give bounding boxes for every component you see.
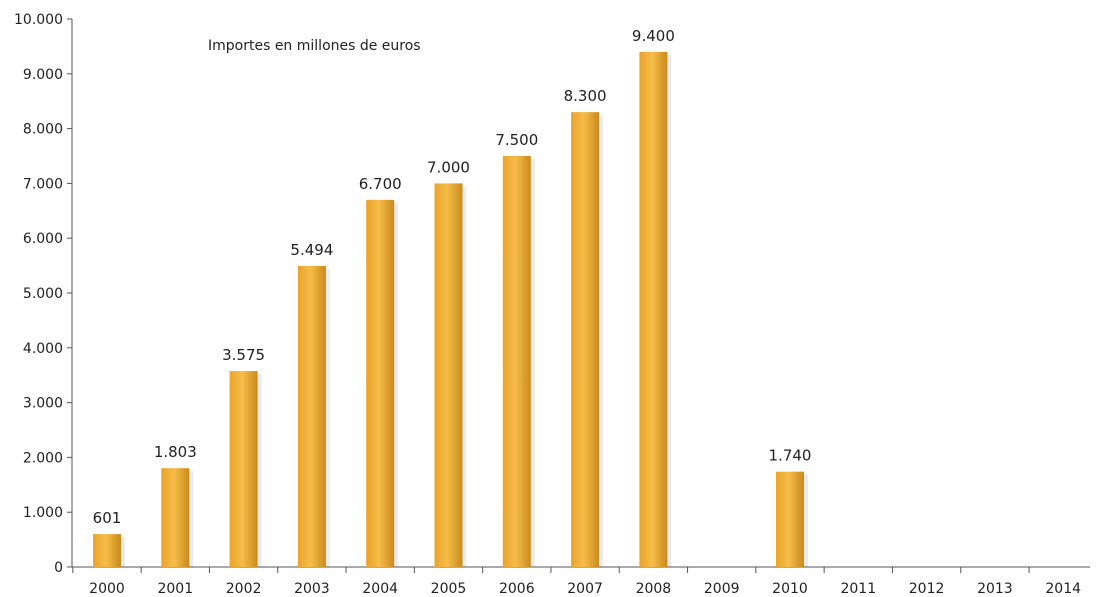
- bar: [776, 471, 804, 567]
- y-tick-label: 0: [54, 560, 63, 576]
- x-tick-label: 2007: [567, 581, 603, 597]
- y-tick-label: 10.000: [14, 12, 63, 28]
- bar-value-label: 5.494: [290, 241, 333, 259]
- bar-value-label: 9.400: [632, 27, 675, 45]
- x-tick-label: 2005: [431, 581, 467, 597]
- x-tick-label: 2001: [157, 581, 193, 597]
- data-labels: 601 1.803 3.575 5.494 6.700 7.000 7.500 8.300 9.…: [93, 27, 812, 527]
- bar-value-label: 7.000: [427, 158, 470, 176]
- x-tick-label: 2000: [89, 581, 125, 597]
- y-tick-label: 3.000: [23, 396, 63, 412]
- bar: [366, 199, 395, 567]
- bar: [297, 265, 326, 567]
- bar: [639, 51, 668, 567]
- y-tick-label: 4.000: [23, 341, 63, 357]
- bar: [434, 183, 463, 567]
- bar-value-label: 601: [93, 509, 122, 527]
- x-tick-label: 2008: [636, 581, 672, 597]
- y-tick-label: 5.000: [23, 286, 63, 302]
- x-tick-label: 2003: [294, 581, 330, 597]
- x-tick-label: 2004: [362, 581, 398, 597]
- y-tick-label: 8.000: [23, 122, 63, 138]
- x-tick-label: 2014: [1045, 581, 1081, 597]
- bar-value-label: 3.575: [222, 346, 265, 364]
- x-tick-label: 2002: [226, 581, 262, 597]
- bar-value-label: 6.700: [359, 175, 402, 193]
- x-tick-label: 2013: [977, 581, 1013, 597]
- bar: [502, 156, 531, 567]
- bar: [93, 534, 121, 567]
- chart-annotation: Importes en millones de euros: [208, 38, 421, 54]
- bar: [161, 468, 190, 567]
- x-tick-label: 2010: [772, 581, 808, 597]
- bar: [229, 371, 258, 567]
- x-tick-label: 2006: [499, 581, 535, 597]
- bar-value-label: 8.300: [564, 87, 607, 105]
- x-tick-label: 2012: [909, 581, 945, 597]
- x-tick-label: 2009: [704, 581, 740, 597]
- y-tick-label: 6.000: [23, 231, 63, 247]
- y-tick-label: 2.000: [23, 450, 63, 466]
- bar-value-label: 7.500: [495, 131, 538, 149]
- y-tick-label: 1.000: [23, 505, 63, 521]
- y-tick-label: 7.000: [23, 176, 63, 192]
- bar-value-label: 1.740: [769, 447, 812, 465]
- bars: [93, 51, 808, 567]
- axes: 0 1.000 2.000 3.000 4.000 5.000 6.000 7.000 8.00…: [14, 12, 1090, 597]
- x-tick-label: 2011: [840, 581, 876, 597]
- bar: [571, 112, 600, 567]
- y-tick-label: 9.000: [23, 67, 63, 83]
- bar-value-label: 1.803: [154, 443, 197, 461]
